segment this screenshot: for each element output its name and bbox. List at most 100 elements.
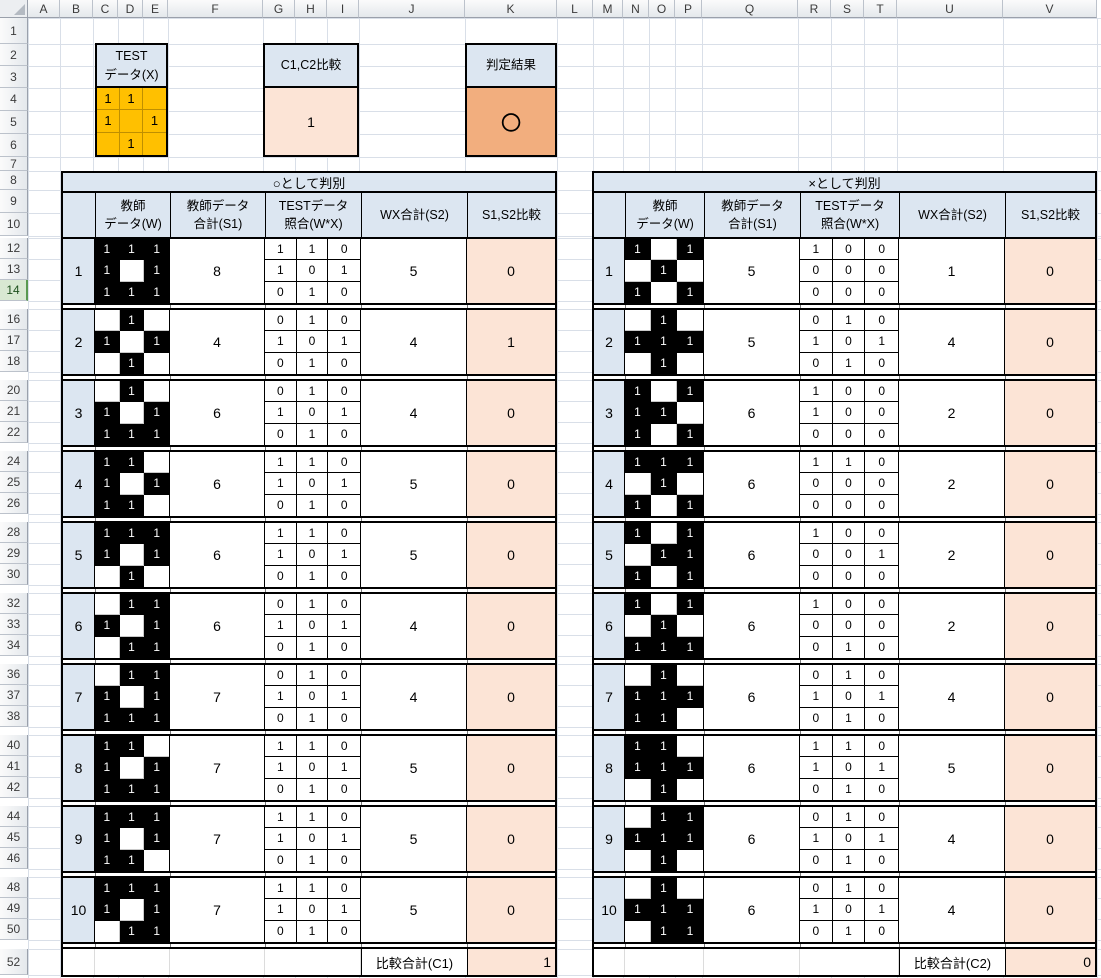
wx-match-cell[interactable]: 1 (265, 615, 297, 637)
pattern-index-cell[interactable]: 7 (63, 665, 95, 729)
footer-empty-cell[interactable] (170, 949, 265, 975)
wx-match-cell[interactable]: 0 (340, 853, 348, 868)
teacher-sum-cell[interactable]: 6 (704, 665, 800, 729)
wx-match-cell[interactable]: 0 (265, 665, 297, 687)
teacher-pattern-cell[interactable]: 1 (119, 736, 145, 758)
pattern-index-cell[interactable]: 9 (594, 807, 625, 871)
teacher-pattern-cell[interactable]: 1 (119, 778, 145, 800)
column-header-R[interactable]: R (798, 0, 831, 18)
column-header-F[interactable]: F (168, 0, 263, 18)
teacher-pattern-cell[interactable] (677, 878, 703, 900)
wx-match-cell[interactable]: 1 (832, 310, 866, 332)
wx-match-cell[interactable]: 0 (865, 402, 898, 424)
column-header-V[interactable]: V (1003, 0, 1097, 18)
wx-sum-cell[interactable]: 4 (899, 665, 1005, 729)
wx-match-cell[interactable]: 1 (265, 736, 297, 758)
teacher-pattern-cell[interactable]: 1 (625, 423, 651, 445)
teacher-pattern-cell[interactable]: 1 (651, 402, 677, 424)
wx-match-cell[interactable]: 1 (265, 452, 297, 474)
wx-match-cell[interactable]: 1 (265, 331, 297, 353)
wx-match-cell[interactable]: 1 (265, 757, 297, 779)
wx-match-cell[interactable]: 1 (833, 636, 866, 658)
teacher-sum-cell[interactable]: 7 (170, 878, 265, 942)
footer-total-value[interactable]: 1 (467, 949, 555, 975)
teacher-pattern-cell[interactable]: 1 (625, 494, 651, 516)
wx-match-cell[interactable]: 0 (296, 402, 329, 424)
wx-match-cell[interactable]: 1 (297, 423, 329, 445)
wx-match-cell[interactable]: 0 (340, 640, 348, 655)
wx-match-cell[interactable]: 0 (800, 494, 833, 516)
teacher-pattern-cell[interactable]: 1 (95, 473, 120, 495)
teacher-pattern-cell[interactable] (119, 402, 145, 424)
wx-match-cell[interactable]: 1 (800, 757, 833, 779)
teacher-pattern-cell[interactable]: 1 (119, 239, 145, 261)
wx-match-cell[interactable]: 0 (832, 473, 866, 495)
pattern-index-cell[interactable]: 6 (63, 594, 95, 658)
teacher-pattern-cell[interactable]: 1 (95, 494, 120, 516)
select-all-corner[interactable] (0, 0, 28, 18)
wx-match-cell[interactable]: 1 (328, 828, 360, 850)
wx-match-cell[interactable]: 1 (328, 686, 360, 708)
wx-match-cell[interactable]: 1 (328, 899, 360, 921)
teacher-pattern-cell[interactable]: 1 (119, 665, 145, 687)
wx-match-cell[interactable]: 0 (865, 239, 898, 261)
wx-match-cell[interactable]: 0 (328, 665, 360, 687)
wx-match-cell[interactable]: 1 (328, 260, 360, 282)
wx-sum-cell[interactable]: 4 (361, 594, 467, 658)
teacher-pattern-cell[interactable] (625, 260, 651, 282)
teacher-pattern-cell[interactable]: 1 (119, 920, 145, 942)
teacher-pattern-cell[interactable] (677, 850, 703, 871)
wx-match-cell[interactable]: 0 (328, 381, 360, 403)
teacher-pattern-cell[interactable]: 1 (95, 899, 120, 921)
teacher-sum-cell[interactable]: 6 (704, 736, 800, 800)
wx-sum-cell[interactable]: 4 (361, 381, 467, 445)
wx-match-cell[interactable]: 0 (878, 853, 885, 868)
teacher-pattern-cell[interactable] (625, 878, 651, 900)
footer-empty-cell[interactable] (594, 949, 625, 975)
s1s2-compare-cell[interactable]: 0 (1005, 452, 1095, 516)
wx-match-cell[interactable]: 1 (328, 473, 360, 495)
column-header-I[interactable]: I (327, 0, 359, 18)
wx-match-cell[interactable]: 0 (328, 523, 360, 545)
teacher-pattern-cell[interactable]: 1 (651, 807, 677, 829)
teacher-pattern-cell[interactable]: 1 (119, 849, 145, 871)
teacher-pattern-cell[interactable]: 1 (119, 452, 145, 474)
wx-match-cell[interactable]: 1 (297, 281, 329, 303)
wx-sum-cell[interactable]: 4 (899, 878, 1005, 942)
wx-match-cell[interactable]: 0 (832, 381, 866, 403)
teacher-pattern-cell[interactable] (677, 708, 703, 729)
teacher-pattern-cell[interactable] (651, 494, 677, 516)
footer-empty-cell[interactable] (625, 949, 704, 975)
teacher-pattern-cell[interactable]: 1 (95, 523, 120, 545)
s1s2-compare-cell[interactable]: 0 (1005, 239, 1095, 303)
teacher-pattern-cell[interactable]: 1 (651, 331, 677, 353)
wx-match-cell[interactable]: 1 (297, 352, 329, 374)
wx-match-cell[interactable]: 1 (865, 686, 898, 708)
row-header-45[interactable]: 45 (0, 827, 28, 848)
teacher-pattern-cell[interactable]: 1 (625, 899, 651, 921)
column-header-E[interactable]: E (143, 0, 168, 18)
wx-match-cell[interactable]: 0 (878, 782, 885, 797)
wx-match-cell[interactable]: 0 (800, 260, 833, 282)
teacher-pattern-cell[interactable] (677, 353, 703, 374)
wx-match-cell[interactable]: 1 (265, 239, 297, 261)
teacher-pattern-cell[interactable]: 1 (119, 281, 145, 303)
wx-match-cell[interactable]: 0 (265, 494, 297, 516)
wx-match-cell[interactable]: 0 (296, 260, 329, 282)
teacher-pattern-cell[interactable]: 1 (144, 807, 169, 829)
row-header-36[interactable]: 36 (0, 664, 28, 685)
teacher-pattern-cell[interactable]: 1 (95, 736, 120, 758)
wx-match-cell[interactable]: 0 (832, 828, 866, 850)
row-header-26[interactable]: 26 (0, 493, 28, 514)
teacher-pattern-cell[interactable]: 1 (144, 757, 169, 779)
wx-match-cell[interactable]: 1 (800, 594, 833, 616)
row-header-52[interactable]: 52 (0, 949, 28, 975)
teacher-pattern-cell[interactable] (625, 352, 651, 374)
teacher-pattern-cell[interactable]: 1 (95, 878, 120, 900)
teacher-pattern-cell[interactable]: 1 (677, 494, 703, 516)
teacher-pattern-cell[interactable]: 1 (677, 544, 703, 566)
teacher-pattern-cell[interactable]: 1 (625, 757, 651, 779)
teacher-pattern-cell[interactable]: 1 (677, 828, 703, 850)
teacher-pattern-cell[interactable] (119, 757, 145, 779)
